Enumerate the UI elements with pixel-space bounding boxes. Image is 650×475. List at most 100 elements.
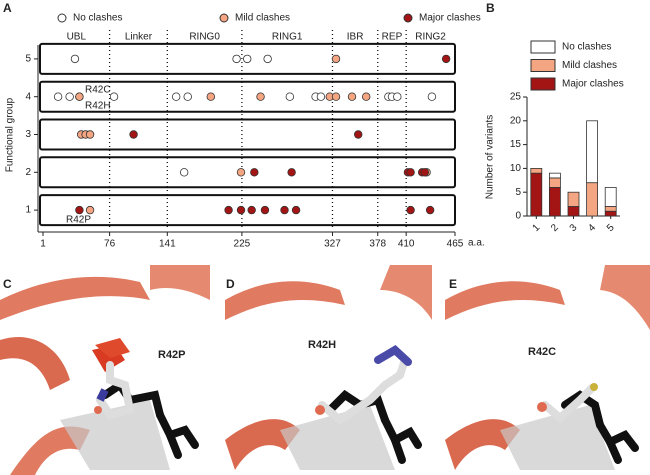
x-tick-label: 5 — [605, 222, 617, 234]
y-tick-label: 2 — [25, 167, 31, 178]
point — [85, 130, 95, 139]
group-box — [39, 80, 456, 113]
point — [441, 54, 451, 64]
legend-label: No clashes — [562, 42, 611, 53]
x-tick-label: 225 — [234, 239, 251, 250]
x-tick-label: 141 — [159, 239, 176, 250]
x-tick-label: 327 — [324, 239, 341, 250]
point — [247, 205, 256, 215]
mutation-label: R42P — [158, 349, 186, 361]
legend-label: No clashes — [73, 13, 122, 24]
panel-letter: A — [3, 1, 12, 15]
x-tick-label: 410 — [398, 239, 415, 250]
bar — [586, 120, 598, 184]
y-tick-label: 4 — [25, 91, 31, 102]
legend-marker — [219, 13, 229, 23]
structure-e — [445, 265, 650, 470]
point — [287, 168, 296, 177]
domain-label: RING2 — [415, 32, 446, 43]
point — [280, 205, 289, 215]
legend-swatch — [530, 40, 556, 54]
y-axis-label: Number of variants — [485, 115, 496, 199]
point — [406, 168, 415, 177]
point — [393, 92, 402, 101]
point — [331, 92, 341, 101]
point — [243, 54, 252, 64]
legend-swatch — [530, 59, 556, 72]
x-tick-label: 465 — [447, 239, 464, 250]
y-tick-label: 20 — [510, 115, 522, 126]
mutation-label: R42C — [528, 346, 556, 358]
bar — [530, 172, 543, 217]
x-tick-label: 378 — [369, 239, 386, 250]
x-axis-label: a.a. — [468, 238, 485, 249]
bar — [530, 167, 543, 174]
domain-label: REP — [382, 32, 403, 43]
group-box — [39, 118, 456, 151]
bar — [604, 206, 617, 212]
domain-label: Linker — [125, 32, 153, 43]
structure-c — [0, 265, 210, 475]
group-box — [39, 42, 456, 75]
x-tick-label: 2 — [549, 222, 561, 234]
domain-label: RING1 — [272, 32, 303, 43]
point — [420, 168, 430, 177]
point — [236, 205, 246, 215]
point — [250, 168, 259, 177]
panel-letter: D — [226, 277, 235, 291]
point — [224, 205, 233, 215]
panel-letter: B — [486, 1, 495, 15]
point — [427, 92, 437, 101]
y-tick-label: 3 — [25, 129, 31, 140]
bar — [604, 187, 617, 207]
point — [232, 54, 241, 64]
legend-label: Mild clashes — [562, 60, 617, 71]
mutation-label: R42H — [308, 339, 336, 351]
point — [347, 92, 357, 101]
point — [263, 54, 272, 64]
x-tick-label: 1 — [40, 239, 46, 250]
point — [53, 92, 63, 101]
bar — [549, 172, 561, 179]
point — [183, 92, 192, 101]
legend-label: Major clashes — [562, 79, 624, 90]
point — [85, 205, 95, 215]
x-tick-label: 1 — [531, 222, 543, 234]
x-tick-label: 3 — [568, 222, 580, 234]
legend-marker — [403, 13, 413, 23]
group-box — [39, 194, 456, 227]
y-tick-label: 5 — [25, 54, 31, 65]
y-tick-label: 5 — [515, 187, 521, 198]
legend-swatch — [530, 77, 556, 91]
point — [171, 92, 181, 101]
bar — [604, 210, 617, 217]
y-tick-label: 10 — [510, 163, 522, 174]
annotation: R42C — [85, 85, 111, 96]
point — [354, 130, 363, 139]
x-tick-label: 4 — [586, 222, 598, 234]
point — [362, 92, 371, 101]
point — [206, 92, 216, 101]
y-tick-label: 0 — [515, 211, 521, 222]
bar — [549, 187, 561, 217]
legend-label: Mild clashes — [235, 13, 290, 24]
y-tick-label: 15 — [510, 139, 522, 150]
point — [285, 92, 295, 101]
point — [256, 92, 265, 101]
legend-label: Major clashes — [419, 13, 481, 24]
y-tick-label: 25 — [510, 92, 522, 103]
y-tick-label: 1 — [25, 205, 31, 216]
point — [65, 92, 74, 101]
point — [331, 54, 341, 64]
bar — [586, 182, 598, 217]
domain-label: UBL — [67, 32, 87, 43]
bar — [567, 206, 580, 217]
point — [75, 205, 84, 215]
point — [129, 130, 138, 139]
point — [179, 168, 189, 177]
point — [291, 205, 301, 215]
bar — [549, 177, 561, 188]
annotation: R42H — [85, 101, 111, 112]
point — [109, 92, 119, 101]
